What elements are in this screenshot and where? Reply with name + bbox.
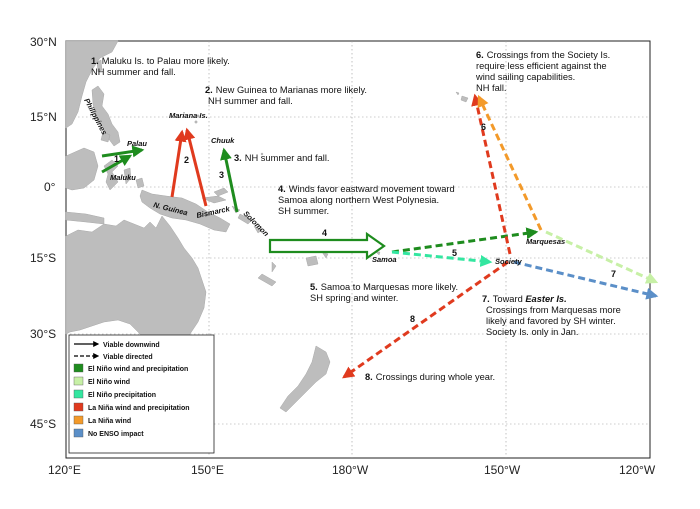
asia-mainland [65, 40, 119, 129]
route-4-arrow [268, 231, 386, 261]
maluku-label: Maluku [110, 173, 136, 182]
lat-label-15s: 15°S [30, 251, 56, 265]
philippines-land [91, 85, 121, 147]
route-2-arrow-a [170, 129, 187, 198]
lat-label-0: 0° [44, 180, 56, 194]
route-5-arrow-b [391, 250, 493, 267]
samoa-label: Samoa [372, 255, 397, 264]
annotation-6-line3: wind sailing capabilities. [475, 72, 575, 82]
route-3-arrow [220, 147, 239, 213]
route-8-arrow [342, 260, 509, 379]
route-6-arrow-a [471, 93, 512, 255]
chuuk-label: Chuuk [211, 136, 235, 145]
annotation-7-line4: Society Is. only in Jan. [486, 327, 579, 337]
annotation-6-line2: require less efficient against the [476, 61, 607, 71]
legend-swatch-la-nina-wind-precip [73, 402, 84, 412]
legend-el-nino-precip: El Niño precipitation [88, 392, 156, 399]
route-1-number: 1 [114, 154, 119, 164]
new-guinea [139, 189, 231, 233]
legend: Viable downwind Viable directed El Niño … [68, 334, 215, 454]
taiwan [96, 59, 103, 73]
annotation-1: 1. Maluku Is. to Palau more likely. [91, 56, 230, 66]
routes [101, 93, 659, 379]
new-zealand [279, 345, 331, 413]
lon-label-150w: 150°W [484, 463, 521, 477]
legend-swatch-el-nino-wind-precip [73, 363, 84, 373]
route-1-arrow [101, 154, 133, 174]
annotations: 1. Maluku Is. to Palau more likely. NH su… [91, 50, 621, 382]
annotation-2: 2. New Guinea to Marianas more likely. [205, 85, 367, 95]
annotation-1-line2: NH summer and fall. [91, 67, 176, 77]
lat-label-30s: 30°S [30, 327, 56, 341]
route-6-number: 6 [481, 122, 486, 132]
legend-la-nina-wind: La Niña wind [88, 418, 131, 425]
marquesas-label: Marquesas [526, 237, 565, 246]
lon-label-120w: 120°W [619, 463, 656, 477]
lon-label-120e: 120°E [48, 463, 81, 477]
society-label: Society [495, 257, 523, 266]
annotation-6-line4: NH fall. [476, 83, 506, 93]
legend-el-nino-wind: El Niño wind [88, 379, 130, 386]
route-4-number: 4 [322, 228, 327, 238]
legend-swatch-no-enso [73, 428, 84, 438]
australia [65, 215, 207, 347]
route-6-arrow-b [477, 94, 543, 231]
mariana-label: Mariana Is. [169, 111, 208, 120]
route-1-arrow-b [101, 145, 145, 158]
route-7-arrow-a [545, 230, 659, 284]
annotation-7-line2: Crossings from Marquesas more [486, 305, 621, 315]
annotation-5: 5. Samoa to Marquesas more likely. [310, 282, 458, 292]
land [65, 40, 542, 413]
route-7-number: 7 [611, 269, 616, 279]
legend-swatch-el-nino-wind [73, 376, 84, 386]
legend-no-enso: No ENSO impact [88, 431, 144, 438]
annotation-2-line2: NH summer and fall. [208, 96, 293, 106]
route-5-number: 5 [452, 248, 457, 258]
annotation-5-line2: SH spring and winter. [310, 293, 398, 303]
annotation-6: 6. Crossings from the Society Is. [476, 50, 610, 60]
lat-labels: 30°N 15°N 0° 15°S 30°S 45°S [30, 35, 57, 431]
lon-label-150e: 150°E [191, 463, 224, 477]
route-numbers: 1 2 3 4 5 6 7 8 [114, 122, 616, 324]
route-2-number: 2 [184, 155, 189, 165]
annotation-4: 4. Winds favor eastward movement toward [278, 184, 455, 194]
legend-viable-downwind: Viable downwind [103, 342, 160, 349]
annotation-7-line3: likely and favored by SH winter. [486, 316, 616, 326]
annotation-7: 7. Toward Easter Is. [482, 294, 567, 304]
route-3-number: 3 [219, 170, 224, 180]
legend-box [68, 334, 215, 454]
annotation-8: 8. Crossings during whole year. [365, 372, 495, 382]
lat-label-30n: 30°N [30, 35, 57, 49]
borneo [65, 147, 99, 191]
lat-label-45s: 45°S [30, 417, 56, 431]
annotation-3: 3. NH summer and fall. [234, 153, 330, 163]
legend-swatch-el-nino-precip [73, 389, 84, 399]
legend-la-nina-wind-precip: La Niña wind and precipitation [88, 405, 190, 412]
legend-el-nino-wind-precip: El Niño wind and precipitation [88, 366, 188, 373]
lon-labels: 120°E 150°E 180°W 150°W 120°W [48, 463, 656, 477]
legend-swatch-la-nina-wind [73, 415, 84, 425]
route-7-arrow-b [513, 260, 659, 300]
route-5-arrow-a [391, 227, 539, 254]
annotation-4-line3: SH summer. [278, 206, 329, 216]
legend-viable-directed: Viable directed [103, 354, 153, 361]
route-2-arrow-b [183, 127, 208, 207]
annotation-4-line2: Samoa along northern West Polynesia. [278, 195, 439, 205]
palau-label: Palau [127, 139, 147, 148]
lat-label-15n: 15°N [30, 110, 57, 124]
route-8-number: 8 [410, 314, 415, 324]
lon-label-180w: 180°W [332, 463, 369, 477]
